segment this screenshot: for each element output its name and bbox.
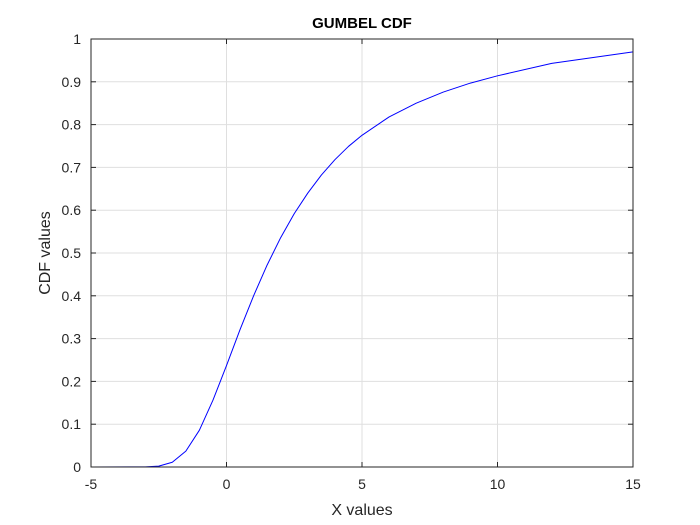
- x-tick-label: 0: [223, 476, 231, 492]
- y-tick-label: 0.4: [62, 288, 82, 304]
- y-tick-label: 0.6: [62, 202, 82, 218]
- x-tick-label: -5: [85, 476, 98, 492]
- x-tick-label: 5: [358, 476, 366, 492]
- y-tick-label: 0.3: [62, 331, 82, 347]
- y-tick-label: 0.2: [62, 373, 82, 389]
- y-tick-label: 0.7: [62, 159, 82, 175]
- x-tick-label: 15: [625, 476, 641, 492]
- x-tick-labels: -5 0 5 10 15: [85, 476, 641, 492]
- y-tick-labels: 0 0.1 0.2 0.3 0.4 0.5 0.6 0.7 0.8 0.9 1: [62, 31, 82, 475]
- series-layer: [90, 51, 634, 468]
- plot-axes-box: [90, 38, 634, 468]
- cdf-curve: [90, 51, 634, 468]
- y-tick-label: 0.9: [62, 74, 82, 90]
- x-axis-label: X values: [331, 502, 392, 519]
- chart-title: GUMBEL CDF: [312, 15, 412, 32]
- y-axis-label: CDF values: [37, 211, 54, 295]
- y-tick-label: 0.8: [62, 117, 82, 133]
- x-tick-label: 10: [490, 476, 506, 492]
- y-tick-label: 0: [73, 459, 81, 475]
- y-tick-label: 1: [73, 31, 81, 47]
- y-tick-label: 0.1: [62, 416, 82, 432]
- y-tick-label: 0.5: [62, 245, 82, 261]
